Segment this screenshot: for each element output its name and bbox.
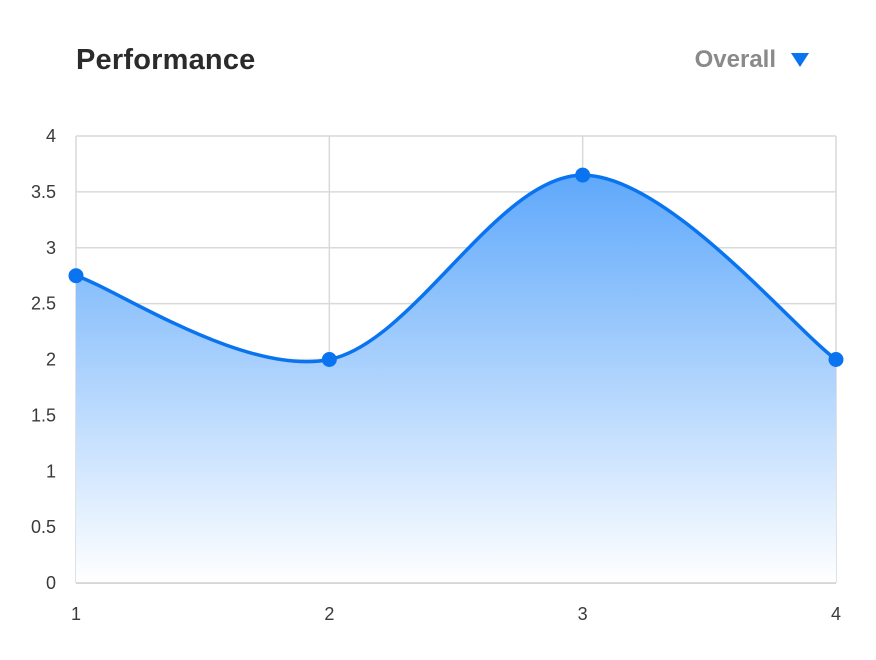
- period-filter-dropdown[interactable]: Overall: [695, 42, 810, 78]
- x-tick-label: 3: [578, 604, 588, 624]
- data-point: [321, 352, 337, 367]
- y-tick-label: 1: [46, 461, 56, 481]
- data-point: [575, 167, 591, 183]
- y-tick-label: 3: [46, 238, 56, 258]
- series-line: [74, 173, 838, 364]
- chart-title: Performance: [76, 44, 256, 76]
- series-area: [76, 175, 836, 584]
- y-tick-label: 1.5: [31, 405, 56, 425]
- data-point: [828, 352, 844, 367]
- x-tick-label: 2: [324, 604, 334, 624]
- y-tick-label: 3.5: [31, 182, 56, 202]
- x-tick-label: 1: [71, 604, 81, 624]
- triangle-down-icon: [790, 52, 810, 68]
- filter-label: Overall: [694, 46, 776, 73]
- y-tick-label: 0.5: [31, 517, 56, 537]
- y-tick-label: 2.5: [31, 294, 56, 314]
- y-tick-label: 2: [46, 350, 56, 370]
- y-tick-label: 0: [46, 573, 56, 593]
- data-point: [68, 268, 84, 284]
- y-tick-label: 4: [46, 126, 56, 146]
- x-tick-label: 4: [831, 604, 841, 624]
